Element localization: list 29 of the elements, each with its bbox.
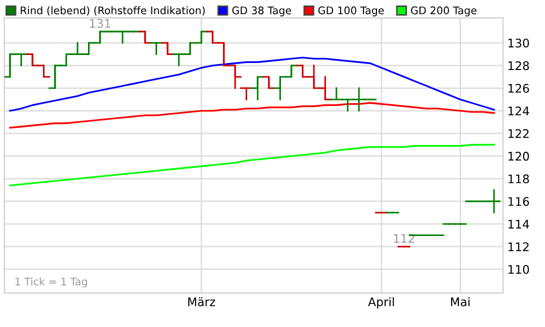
legend-label: GD 38 Tage xyxy=(232,6,292,16)
legend-label: GD 200 Tage xyxy=(410,6,476,16)
annotation: 1 Tick = 1 Tag xyxy=(15,277,87,288)
candlestick xyxy=(138,30,152,44)
annotation: 131 xyxy=(90,18,110,28)
candlestick xyxy=(240,87,253,100)
candlestick xyxy=(262,76,276,89)
line-series xyxy=(9,56,495,112)
candlestick xyxy=(251,76,264,100)
y-tick-label: 110 xyxy=(508,264,529,274)
y-tick-label: 126 xyxy=(508,84,529,93)
y-tick-label: 118 xyxy=(508,174,529,184)
y-tick-label: 120 xyxy=(508,152,529,161)
y-tick-label: 112 xyxy=(508,242,529,252)
y-tick-label: 124 xyxy=(508,106,530,116)
y-tick-label: 114 xyxy=(508,220,530,228)
legend-label: GD 100 Tage xyxy=(318,6,384,16)
y-tick-label: 122 xyxy=(508,129,529,138)
x-tick-label: März xyxy=(188,297,216,306)
candlestick xyxy=(150,42,163,55)
line-series xyxy=(9,102,495,129)
line-series xyxy=(9,144,495,186)
candlestick xyxy=(161,42,174,55)
y-tick-label: 116 xyxy=(508,197,529,206)
legend-label: Rind (lebend) (Rohstoffe Indikation) xyxy=(20,6,205,16)
y-tick-label: 128 xyxy=(508,61,529,70)
x-tick-label: April xyxy=(368,297,394,309)
x-tick-label: Mai xyxy=(451,297,470,306)
y-tick-label: 130 xyxy=(508,38,529,48)
